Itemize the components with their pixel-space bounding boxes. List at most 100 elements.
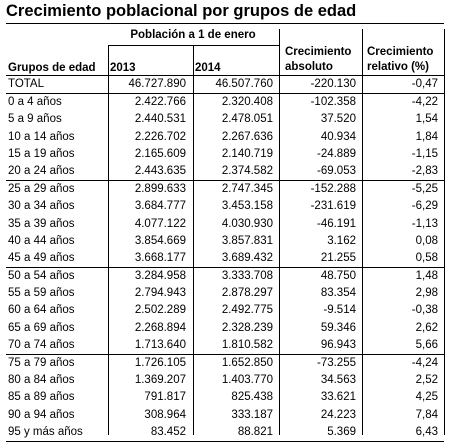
cell-2013: 2.443.635 — [134, 164, 186, 177]
row-label: 75 a 79 años — [8, 357, 75, 369]
cell-2014: 88.821 — [237, 425, 273, 438]
cell-2013: 3.684.777 — [134, 200, 186, 213]
table-row: 55 a 59 años 2.794.943 2.878.297 83.354 2,98 — [6, 285, 444, 302]
cell-2014: 2.492.775 — [221, 304, 273, 317]
cell-2013: 3.668.177 — [134, 251, 186, 264]
cell-2013: 3.854.669 — [134, 234, 186, 247]
column-divider — [362, 29, 363, 435]
cell-crecimiento-relativo: 1,54 — [415, 113, 438, 126]
cell-crecimiento-absoluto: 83.354 — [320, 287, 356, 300]
row-label: 95 y más años — [8, 425, 83, 438]
header-rel-line2: relativo (%) — [367, 61, 429, 73]
cell-crecimiento-relativo: 4,25 — [415, 391, 438, 404]
cell-crecimiento-relativo: 0,08 — [415, 234, 438, 247]
table-row: 65 a 69 años 2.268.894 2.328.239 59.346 2,62 — [6, 320, 444, 337]
cell-crecimiento-absoluto: -152.288 — [310, 183, 356, 196]
row-label: 30 a 34 años — [8, 200, 75, 213]
table-row: 20 a 24 años 2.443.635 2.374.582 -69.053 -2,… — [6, 163, 444, 182]
table-row: 95 y más años 83.452 88.821 5.369 6,43 — [6, 424, 444, 442]
cell-crecimiento-absoluto: 21.255 — [320, 251, 356, 264]
row-label: 25 a 29 años — [8, 183, 75, 196]
cell-crecimiento-relativo: -4,22 — [411, 96, 438, 109]
row-label: 50 a 54 años — [8, 270, 75, 283]
cell-crecimiento-absoluto: -73.255 — [316, 357, 356, 369]
cell-crecimiento-absoluto: 34.563 — [320, 374, 356, 387]
cell-crecimiento-absoluto: -46.191 — [316, 217, 356, 230]
cell-crecimiento-relativo: -6,29 — [411, 200, 438, 213]
cell-2013: 2.226.702 — [134, 130, 186, 143]
cell-crecimiento-absoluto: 96.943 — [320, 338, 356, 351]
header-year-2013: 2013 — [110, 62, 136, 74]
cell-2014: 3.857.831 — [221, 234, 273, 247]
row-label: 65 a 69 años — [8, 321, 75, 334]
header-crecimiento-absoluto: Crecimiento absoluto — [285, 45, 351, 75]
row-label: 80 a 84 años — [8, 374, 75, 387]
cell-crecimiento-absoluto: 5.369 — [327, 425, 356, 438]
cell-crecimiento-relativo: -0,38 — [411, 304, 438, 317]
cell-2014: 2.320.408 — [221, 96, 273, 109]
table-row: 5 a 9 años 2.440.531 2.478.051 37.520 1,54 — [6, 111, 444, 128]
row-label: TOTAL — [8, 78, 44, 90]
poblacion-rule — [108, 45, 280, 46]
cell-2014: 2.267.636 — [221, 130, 273, 143]
table-row: 30 a 34 años 3.684.777 3.453.158 -231.619 -6… — [6, 198, 444, 215]
cell-crecimiento-absoluto: -24.889 — [316, 147, 356, 160]
cell-crecimiento-absoluto: -102.358 — [310, 96, 356, 109]
header-rule — [6, 75, 444, 76]
cell-2014: 2.328.239 — [221, 321, 273, 334]
table-row: 40 a 44 años 3.854.669 3.857.831 3.162 0,08 — [6, 233, 444, 250]
cell-crecimiento-relativo: -0,47 — [411, 78, 438, 90]
table-row: 85 a 89 años 791.817 825.438 33.621 4,25 — [6, 389, 444, 406]
cell-crecimiento-relativo: 0,58 — [415, 251, 438, 264]
table-row: 15 a 19 años 2.165.609 2.140.719 -24.889 -1,… — [6, 146, 444, 163]
cell-crecimiento-relativo: 2,62 — [415, 321, 438, 334]
cell-2014: 4.030.930 — [221, 217, 273, 230]
table-row: 70 a 74 años 1.713.640 1.810.582 96.943 5,66 — [6, 337, 444, 355]
row-label: 60 a 64 años — [8, 304, 75, 317]
cell-crecimiento-absoluto: -69.053 — [316, 164, 356, 177]
header-poblacion: Población a 1 de enero — [130, 29, 256, 41]
cell-crecimiento-relativo: 2,98 — [415, 287, 438, 300]
cell-2013: 2.794.943 — [134, 287, 186, 300]
cell-crecimiento-absoluto: 37.520 — [320, 113, 356, 126]
cell-crecimiento-absoluto: 48.750 — [320, 270, 356, 283]
cell-2014: 2.747.345 — [221, 183, 273, 196]
cell-crecimiento-absoluto: 40.934 — [320, 130, 356, 143]
cell-2013: 2.440.531 — [134, 113, 186, 126]
table-row: 75 a 79 años 1.726.105 1.652.850 -73.255 -4,… — [6, 355, 444, 372]
table-row: 0 a 4 años 2.422.766 2.320.408 -102.358 -4,2… — [6, 94, 444, 111]
cell-crecimiento-absoluto: -220.130 — [310, 78, 356, 90]
cell-crecimiento-absoluto: 3.162 — [327, 234, 356, 247]
cell-2014: 2.878.297 — [221, 287, 273, 300]
row-label: 0 a 4 años — [8, 96, 62, 109]
row-label: 20 a 24 años — [8, 164, 75, 177]
cell-2014: 1.652.850 — [221, 357, 273, 369]
cell-2014: 3.333.708 — [221, 270, 273, 283]
cell-crecimiento-relativo: 5,66 — [415, 338, 438, 351]
cell-2013: 2.268.894 — [134, 321, 186, 334]
cell-2014: 1.810.582 — [221, 338, 273, 351]
cell-2013: 2.165.609 — [134, 147, 186, 160]
table-row: 10 a 14 años 2.226.702 2.267.636 40.934 1,84 — [6, 129, 444, 146]
row-label: 45 a 49 años — [8, 251, 75, 264]
cell-2013: 2.899.633 — [134, 183, 186, 196]
cell-2014: 3.453.158 — [221, 200, 273, 213]
row-label: 15 a 19 años — [8, 147, 75, 160]
header-abs-line1: Crecimiento — [285, 46, 352, 58]
column-divider — [193, 45, 194, 435]
header-crecimiento-relativo: Crecimiento relativo (%) — [367, 45, 433, 75]
row-label: 35 a 39 años — [8, 217, 75, 230]
cell-crecimiento-absoluto: 59.346 — [320, 321, 356, 334]
table-row: 90 a 94 años 308.964 333.187 24.223 7,84 — [6, 407, 444, 424]
cell-2013: 46.727.890 — [128, 78, 186, 90]
cell-crecimiento-relativo: 2,52 — [415, 374, 438, 387]
row-label: 70 a 74 años — [8, 338, 75, 351]
cell-crecimiento-absoluto: 33.621 — [320, 391, 356, 404]
cell-crecimiento-relativo: -2,83 — [411, 164, 438, 177]
cell-2014: 1.403.770 — [221, 374, 273, 387]
table-row: 45 a 49 años 3.668.177 3.689.432 21.255 0,58 — [6, 250, 444, 269]
cell-2014: 2.374.582 — [221, 164, 273, 177]
cell-2014: 46.507.760 — [215, 78, 273, 90]
cell-2014: 825.438 — [231, 391, 273, 404]
cell-2013: 2.422.766 — [134, 96, 186, 109]
